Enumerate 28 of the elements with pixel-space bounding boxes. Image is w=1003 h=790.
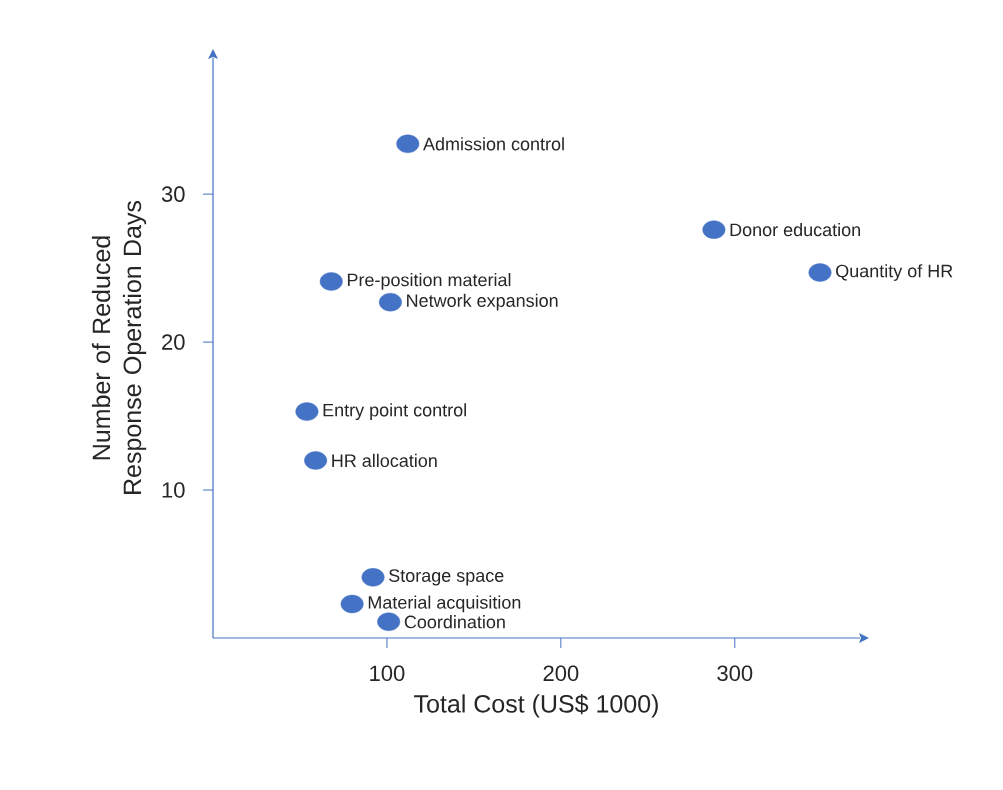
x-axis-title: Total Cost (US$ 1000) [414,693,658,718]
point [304,451,328,470]
point [340,594,364,614]
annotation: Network expansion [407,293,558,311]
annotation: Quantity of HR [836,264,953,281]
annotation: Donor education [730,223,860,237]
annotation: Coordination [404,615,505,629]
annotation: Admission control [423,137,564,151]
point [378,292,402,312]
annotation: Entry point control [323,403,466,421]
point [396,134,420,154]
annotation: Pre-position material [347,273,511,290]
annotation: Storage space [389,569,504,586]
point [702,220,726,239]
y-tick-label: 30 [161,186,185,202]
annotation: HR allocation [332,453,437,468]
point [808,263,832,282]
point [361,568,385,587]
point [377,612,401,631]
y-tick-label: 10 [162,482,185,498]
point [319,272,343,291]
point [295,402,319,421]
y-axis-title: Number of Reduced Response Operation Days [91,200,147,494]
y-tick-label: 20 [162,334,185,350]
x-tick-label: 300 [717,665,753,682]
annotation: Material acquisition [368,595,521,613]
x-tick-label: 200 [543,665,579,682]
x-tick-label: 100 [370,665,405,682]
